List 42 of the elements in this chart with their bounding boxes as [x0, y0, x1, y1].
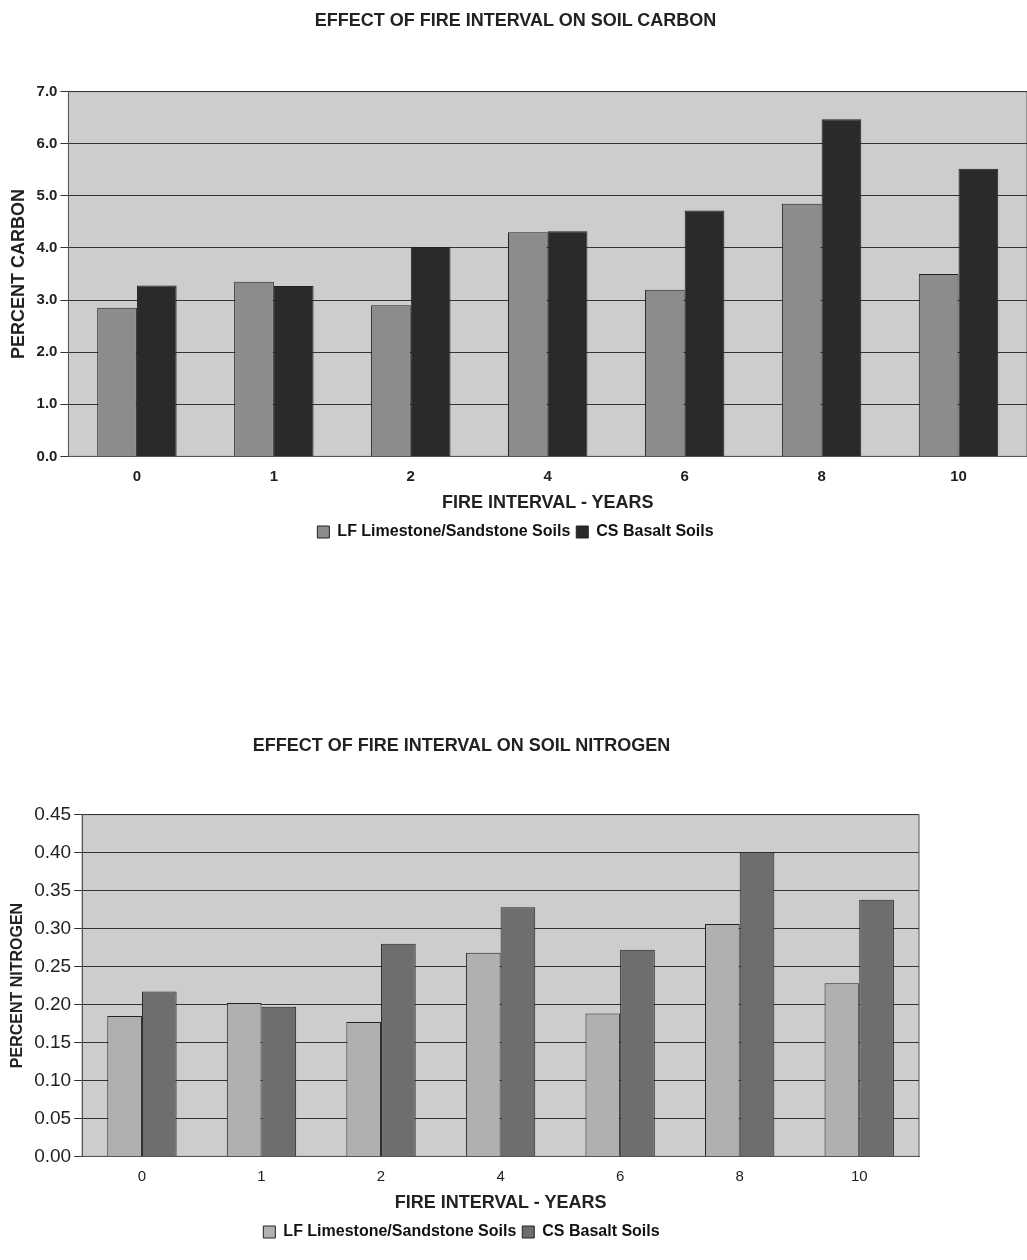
x-tick-label: 6	[680, 466, 689, 484]
x-tick-label: 10	[950, 466, 967, 484]
y-tick-label: 4.0	[36, 238, 58, 256]
y-tick-label: 5.0	[36, 185, 58, 203]
x-tick-label: 8	[735, 1166, 744, 1184]
y-tick-label: 3.0	[36, 290, 58, 308]
x-tick-label: 6	[615, 1166, 625, 1184]
y-tick-label: 0.45	[34, 802, 72, 824]
x-tick-label: 8	[817, 466, 826, 484]
x-tick-label: 10	[850, 1166, 868, 1184]
x-tick-label: 4	[543, 466, 553, 484]
x-tick-label: 0	[132, 466, 142, 484]
legend-label: CS Basalt Soils	[596, 522, 714, 540]
x-tick-label: 2	[406, 466, 415, 484]
y-tick-label: 0.00	[34, 1144, 72, 1166]
y-tick-label: 2.0	[36, 342, 58, 360]
y-tick-label: 1.0	[36, 394, 58, 412]
legend-label: LF Limestone/Sandstone Soils	[337, 522, 571, 540]
y-tick-label: 0.40	[34, 840, 72, 862]
x-axis-title: FIRE INTERVAL - YEARS	[394, 1192, 607, 1213]
y-tick-label: 0.25	[34, 954, 72, 976]
y-axis-title: PERCENT CARBON	[7, 188, 28, 360]
x-tick-label: 1	[269, 466, 279, 484]
y-tick-label: 0.0	[36, 446, 58, 464]
y-tick-label: 0.20	[34, 992, 72, 1014]
y-tick-label: 0.15	[34, 1030, 72, 1052]
x-tick-label: 0	[137, 1166, 147, 1184]
y-tick-label: 0.35	[34, 878, 72, 900]
x-tick-label: 2	[376, 1166, 386, 1184]
y-tick-label: 0.10	[34, 1068, 72, 1090]
legend-label: CS Basalt Soils	[542, 1222, 660, 1240]
y-tick-label: 7.0	[36, 81, 58, 99]
chart-title: EFFECT OF FIRE INTERVAL ON SOIL NITROGEN	[252, 734, 671, 755]
y-axis-title: PERCENT NITROGEN	[8, 902, 26, 1069]
y-tick-label: 6.0	[36, 133, 58, 151]
y-tick-label: 0.30	[34, 916, 72, 938]
x-tick-label: 1	[257, 1166, 266, 1184]
x-axis-title: FIRE INTERVAL - YEARS	[441, 492, 654, 513]
chart-title: EFFECT OF FIRE INTERVAL ON SOIL CARBON	[314, 9, 717, 30]
y-tick-label: 0.05	[34, 1106, 72, 1128]
x-tick-label: 4	[496, 1166, 505, 1184]
legend-label: LF Limestone/Sandstone Soils	[283, 1222, 517, 1240]
